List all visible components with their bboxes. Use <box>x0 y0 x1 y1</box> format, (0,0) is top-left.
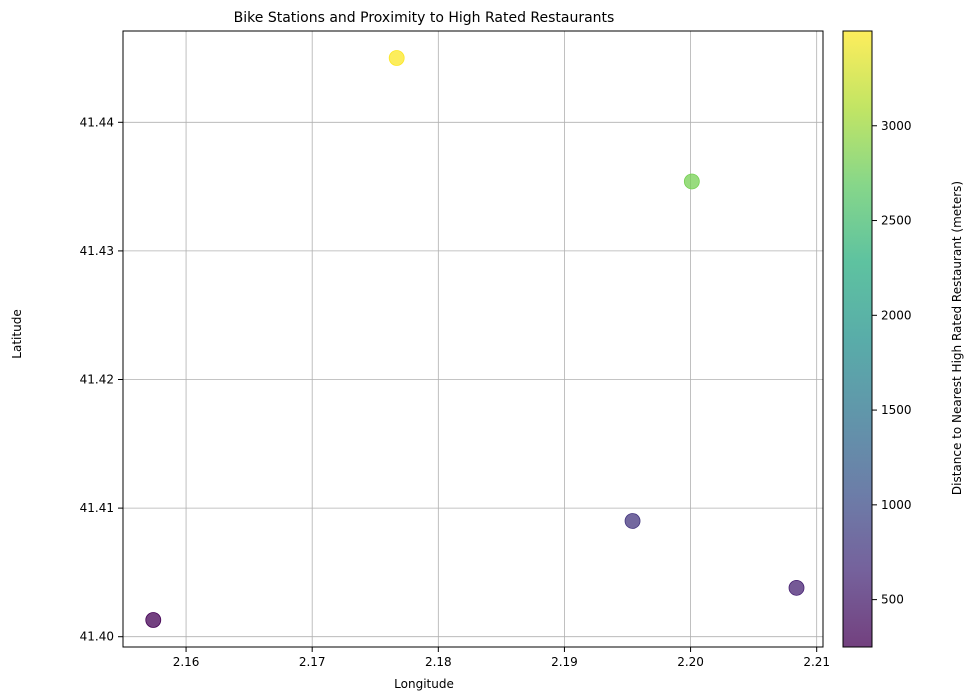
x-tick-label: 2.18 <box>425 655 452 669</box>
data-point <box>683 173 700 190</box>
x-tick-label: 2.17 <box>299 655 326 669</box>
plot-frame <box>122 30 824 648</box>
colorbar-tick-label: 3000 <box>881 119 912 133</box>
colorbar-tick-label: 2500 <box>881 214 912 228</box>
x-axis-title: Longitude <box>394 677 454 691</box>
x-tick-label: 2.19 <box>551 655 578 669</box>
y-tick-label: 41.41 <box>80 501 114 515</box>
colorbar-tick-label: 2000 <box>881 308 912 322</box>
y-tick-label: 41.43 <box>80 244 114 258</box>
y-tick-label: 41.42 <box>80 373 114 387</box>
colorbar-frame <box>842 30 873 648</box>
colorbar: 500 1000 1500 2000 2500 3000 <box>842 30 912 648</box>
y-axis-title: Latitude <box>10 309 24 358</box>
x-tick-label: 2.16 <box>173 655 200 669</box>
data-point <box>624 513 641 529</box>
x-tick-label: 2.21 <box>803 655 830 669</box>
colorbar-title: Distance to Nearest High Rated Restauran… <box>950 181 964 495</box>
colorbar-tick-label: 1000 <box>881 498 912 512</box>
colorbar-gradient <box>843 31 872 647</box>
data-point <box>145 612 162 628</box>
x-tick-label: 2.20 <box>677 655 704 669</box>
plot-background <box>123 31 823 647</box>
y-tick-label: 41.40 <box>80 630 114 644</box>
plot-area: 2.16 2.17 2.18 2.19 2.20 2.21 41.40 41.41 41.42 4… <box>80 30 830 669</box>
colorbar-tick-label: 1500 <box>881 403 912 417</box>
y-tick-label: 41.44 <box>80 115 114 129</box>
data-point <box>388 50 405 66</box>
data-point <box>788 579 805 596</box>
chart-title: Bike Stations and Proximity to High Rate… <box>234 10 615 26</box>
colorbar-tick-label: 500 <box>881 593 904 607</box>
